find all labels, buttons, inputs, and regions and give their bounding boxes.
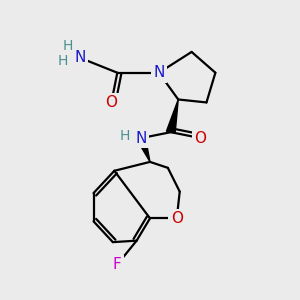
Polygon shape [167, 100, 178, 133]
Text: N: N [135, 130, 147, 146]
Text: N: N [74, 50, 86, 65]
Text: H: H [63, 39, 74, 53]
Text: O: O [105, 95, 117, 110]
Text: H: H [57, 54, 68, 68]
Text: F: F [113, 257, 122, 272]
Text: O: O [171, 211, 183, 226]
Polygon shape [137, 136, 150, 162]
Text: N: N [153, 65, 165, 80]
Text: O: O [194, 130, 206, 146]
Text: H: H [119, 129, 130, 143]
